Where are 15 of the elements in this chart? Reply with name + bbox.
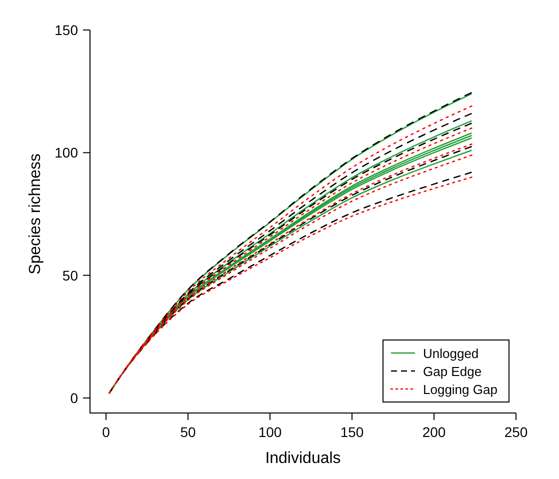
- x-tick-label: 250: [504, 424, 528, 440]
- y-tick-label: 100: [54, 144, 78, 161]
- x-axis-title: Individuals: [265, 450, 341, 467]
- y-tick-label: 0: [70, 390, 78, 406]
- x-tick-label: 50: [180, 424, 196, 440]
- legend-label: Gap Edge: [423, 364, 482, 379]
- y-tick-label: 50: [62, 267, 78, 284]
- legend-label: Logging Gap: [423, 382, 498, 397]
- legend-label: Unlogged: [423, 346, 479, 361]
- y-tick-label: 150: [54, 22, 78, 38]
- x-tick-label: 200: [422, 424, 446, 440]
- x-tick-label: 100: [258, 424, 282, 440]
- x-tick-label: 150: [340, 424, 364, 440]
- x-tick-label: 0: [102, 424, 110, 440]
- y-axis-title: Species richness: [27, 154, 44, 274]
